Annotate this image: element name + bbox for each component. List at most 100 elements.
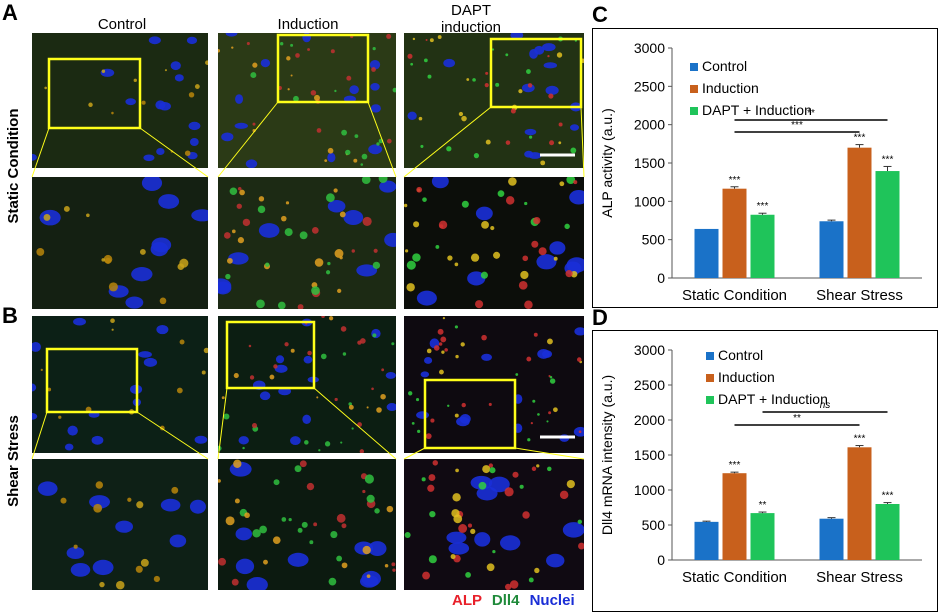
micrograph-r3-c2 [218, 316, 396, 453]
legend-swatch [690, 63, 698, 71]
bar [750, 513, 775, 560]
micrograph-r4-c2 [218, 459, 396, 590]
zoom-guide [217, 387, 228, 460]
roi-box [225, 320, 316, 390]
zoom-guide [403, 447, 426, 460]
micrograph-r1-c1 [32, 33, 208, 168]
legend-label: Induction [702, 80, 759, 96]
category-label: Static Condition [682, 287, 787, 304]
stain-label-alp: ALP [452, 592, 482, 609]
zoom-guide [31, 127, 50, 178]
bar [694, 521, 719, 560]
y-tick-label: 3000 [634, 342, 665, 358]
bar [819, 518, 844, 560]
micrograph-r4-c1 [32, 459, 208, 590]
column-title-control: Control [97, 16, 147, 33]
zoom-guide [367, 101, 397, 178]
y-tick-label: 0 [657, 552, 665, 568]
micrograph-r1-c2 [218, 33, 396, 168]
bar [722, 473, 747, 560]
zoom-guide [580, 106, 585, 178]
significance-label: *** [882, 491, 894, 502]
micrograph-r3-c1 [32, 316, 208, 453]
significance-label: *** [854, 133, 866, 144]
significance-label: ** [759, 500, 767, 511]
significance-label: *** [854, 434, 866, 445]
zoom-guide [139, 127, 209, 178]
significance-label: *** [729, 175, 741, 186]
roi-box [45, 347, 139, 414]
y-tick-label: 0 [657, 270, 665, 286]
panel-label-c: C [592, 2, 608, 27]
comparison-label: *** [791, 120, 803, 131]
y-axis-label: Dll4 mRNA intensity (a.u.) [599, 375, 615, 535]
bar [875, 171, 900, 278]
significance-label: *** [882, 154, 894, 165]
roi-box [47, 57, 142, 130]
y-tick-label: 1500 [634, 155, 665, 171]
bar [819, 221, 844, 278]
zoom-guide [313, 387, 397, 460]
zoom-guide [31, 411, 48, 460]
y-tick-label: 500 [642, 517, 666, 533]
roi-box [276, 33, 370, 104]
legend-swatch [690, 107, 698, 115]
legend-label: Control [702, 58, 747, 74]
y-tick-label: 1500 [634, 447, 665, 463]
roi-box [489, 37, 583, 109]
comparison-label: ns [820, 400, 831, 411]
y-tick-label: 1000 [634, 482, 665, 498]
y-tick-label: 2500 [634, 78, 665, 94]
legend-label: DAPT + Induction [702, 102, 812, 118]
significance-label: *** [757, 201, 769, 212]
y-tick-label: 2500 [634, 377, 665, 393]
y-tick-label: 2000 [634, 412, 665, 428]
micrograph-r4-c3 [404, 459, 584, 590]
panel-label-d: D [592, 305, 608, 330]
chart-frame [592, 330, 938, 612]
y-tick-label: 2000 [634, 117, 665, 133]
panel-label-a: A [2, 0, 18, 25]
micrograph-r2-c2 [218, 177, 396, 309]
y-tick-label: 3000 [634, 40, 665, 56]
y-axis-label: ALP activity (a.u.) [599, 108, 615, 217]
bar [847, 447, 872, 560]
column-title-induction: Induction [277, 16, 339, 33]
bar [750, 214, 775, 278]
comparison-label: ** [793, 413, 801, 424]
legend-swatch [690, 85, 698, 93]
significance-label: *** [729, 460, 741, 471]
legend-label: DAPT + Induction [718, 391, 828, 407]
micrograph-r2-c3 [404, 177, 584, 309]
bar [875, 504, 900, 560]
chart-alp-activity: 0 500 1000 1500 2000 2500 3000 ALP activity (a.… [592, 28, 938, 308]
bar [694, 228, 719, 278]
comparison-label: ** [807, 108, 815, 119]
column-title-dapt: DAPT induction [440, 2, 502, 36]
y-tick-label: 1000 [634, 193, 665, 209]
legend-label: Induction [718, 369, 775, 385]
micrograph-r1-c3 [404, 33, 584, 168]
micrograph-r3-c3 [404, 316, 584, 453]
zoom-guide [403, 106, 492, 178]
legend-label: Control [718, 347, 763, 363]
zoom-guide [136, 411, 209, 460]
bar [847, 147, 872, 278]
zoom-guide [514, 447, 585, 460]
stain-legend: ALP Dll4 Nuclei [452, 592, 575, 609]
bar [722, 188, 747, 278]
category-label: Shear Stress [816, 569, 903, 586]
stain-label-nuclei: Nuclei [529, 592, 575, 609]
chart-dll4-mrna: 0 500 1000 1500 2000 2500 3000 Dll4 mRNA intens… [592, 330, 938, 612]
category-label: Static Condition [682, 569, 787, 586]
stain-label-dll4: Dll4 [491, 592, 520, 609]
roi-box [423, 378, 517, 450]
micrograph-r2-c1 [32, 177, 208, 309]
y-tick-label: 500 [642, 232, 666, 248]
legend-swatch [706, 374, 714, 382]
panel-label-b: B [2, 303, 18, 328]
category-label: Shear Stress [816, 287, 903, 304]
zoom-guide [217, 101, 279, 178]
legend-swatch [706, 396, 714, 404]
